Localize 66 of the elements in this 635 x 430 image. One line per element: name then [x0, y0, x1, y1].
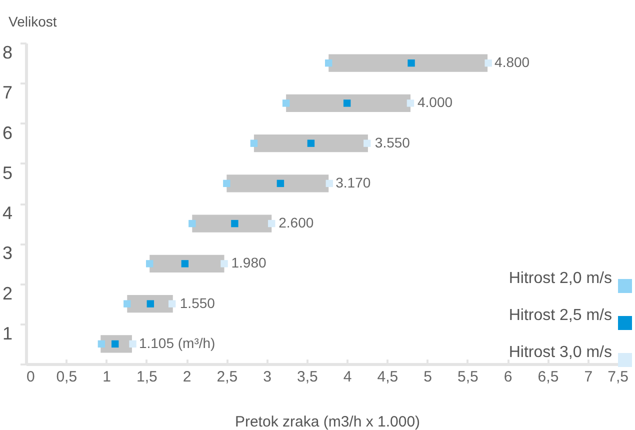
x-tick-label: 4,5	[377, 368, 398, 386]
point	[326, 180, 334, 188]
x-tick-label: 7	[584, 368, 593, 386]
annotation: 4.000	[417, 94, 453, 110]
point	[168, 300, 176, 308]
y-tick-label: 6	[2, 122, 12, 143]
point	[129, 340, 136, 348]
point	[98, 340, 106, 348]
y-axis-title: Velikost	[8, 14, 57, 30]
point	[181, 260, 189, 268]
x-tick-label: 2,5	[216, 368, 238, 386]
x-tick-label: 4	[343, 368, 352, 386]
x-tick-label: 1,5	[136, 368, 158, 386]
y-tick-label: 5	[2, 162, 12, 183]
x-tick-label: 7,5	[608, 368, 628, 386]
point	[343, 100, 351, 107]
annotation: 1.550	[180, 294, 216, 311]
annotation: 1.980	[231, 254, 267, 271]
point	[307, 140, 315, 147]
y-tick-label: 4	[2, 203, 12, 224]
point	[282, 100, 290, 107]
point	[188, 220, 196, 228]
y-tick-label: 1	[2, 323, 12, 344]
bar	[192, 214, 272, 232]
x-axis-title: Pretok zraka (m3/h x 1.000)	[234, 414, 420, 430]
y-tick-label: 7	[2, 82, 12, 103]
x-tick-label: 5,5	[458, 368, 478, 386]
legend-label: Hitrost 2,0 m/s	[508, 270, 612, 287]
point	[220, 260, 228, 268]
x-tick-label: 6,5	[538, 368, 559, 386]
x-tick-label: 3,5	[297, 368, 318, 386]
y-tick-label: 3	[2, 243, 12, 264]
x-tick-label: 3	[263, 368, 272, 386]
legend-label: Hitrost 3,0 m/s	[508, 344, 612, 361]
bar	[226, 174, 329, 192]
x-tick-label: 5	[424, 368, 432, 386]
x-tick-label: 6	[504, 368, 512, 386]
bar	[150, 254, 224, 273]
bar	[286, 94, 410, 112]
point	[268, 220, 276, 228]
annotation: 2.600	[278, 214, 314, 231]
point	[250, 140, 258, 147]
point	[146, 300, 154, 308]
legend-label: Hitrost 2,5 m/s	[508, 307, 612, 324]
bar	[254, 134, 368, 152]
bar	[328, 54, 488, 72]
annotation: 3.170	[336, 174, 371, 190]
x-tick-label: 0	[26, 368, 35, 386]
point	[325, 59, 332, 67]
point	[406, 100, 414, 107]
annotation: 3.550	[374, 134, 410, 150]
point	[484, 59, 492, 67]
point	[146, 260, 154, 268]
point	[124, 300, 131, 308]
y-tick-label: 2	[2, 283, 12, 304]
point	[364, 140, 371, 147]
x-tick-label: 1	[102, 368, 111, 386]
x-tick-label: 0,5	[56, 368, 78, 386]
annotation: 4.800	[494, 54, 530, 70]
annotation: 1.105 (m³/h)	[138, 334, 216, 351]
point	[231, 220, 238, 228]
y-tick-label: 8	[2, 42, 12, 63]
point	[223, 180, 230, 188]
point	[276, 180, 284, 188]
x-tick-label: 2	[182, 368, 192, 386]
point	[408, 59, 415, 67]
